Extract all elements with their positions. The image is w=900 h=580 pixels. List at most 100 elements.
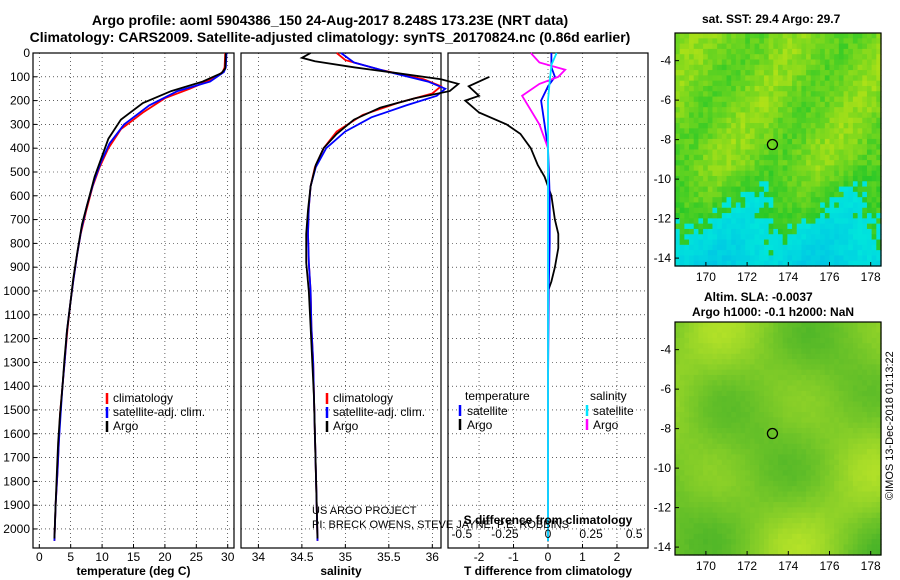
sst-map-cell bbox=[749, 234, 756, 241]
sla-map-cell bbox=[703, 322, 709, 328]
sla-map-cell bbox=[689, 406, 695, 413]
sla-map-cell bbox=[815, 374, 821, 381]
sst-map-cell bbox=[820, 101, 826, 108]
sla-map-cell bbox=[866, 528, 873, 535]
sla-map-cell bbox=[787, 322, 793, 328]
sla-map-cell bbox=[735, 433, 742, 440]
sla-map-cell bbox=[698, 549, 704, 556]
sla-map-cell bbox=[787, 491, 793, 498]
sla-map-cell bbox=[735, 470, 742, 477]
sla-map-cell bbox=[796, 412, 803, 418]
sla-map-cell bbox=[778, 470, 784, 477]
sla-map-cell bbox=[768, 449, 774, 455]
sst-map-cell bbox=[726, 160, 732, 166]
sla-map-cell bbox=[796, 517, 803, 524]
sst-map-cell bbox=[871, 197, 877, 204]
sst-map-cell bbox=[820, 223, 826, 230]
sst-map-cell bbox=[834, 96, 840, 103]
sst-map-cell bbox=[773, 250, 779, 257]
sst-map-cell bbox=[717, 160, 723, 166]
sst-map-cell bbox=[857, 70, 863, 76]
sla-map-cell bbox=[838, 396, 845, 403]
sla-map-cell bbox=[815, 337, 821, 344]
sst-map-cell bbox=[801, 48, 807, 55]
sst-map-cell bbox=[735, 181, 742, 188]
sla-map-y-tick-label: -10 bbox=[654, 461, 672, 475]
sla-map-cell bbox=[689, 369, 695, 376]
sla-map-cell bbox=[801, 507, 807, 514]
sla-map-cell bbox=[740, 533, 746, 540]
sst-map-cell bbox=[693, 250, 700, 257]
sla-map-cell bbox=[787, 507, 793, 514]
sla-map-cell bbox=[754, 385, 760, 392]
sla-map-cell bbox=[721, 523, 728, 530]
sst-map-cell bbox=[731, 165, 737, 172]
sla-map-cell bbox=[801, 369, 807, 376]
sst-map-x-tick-label: 170 bbox=[696, 270, 716, 284]
sla-map-cell bbox=[796, 459, 803, 466]
sst-map-cell bbox=[703, 128, 709, 135]
sla-map-cell bbox=[782, 390, 788, 397]
sla-map-cell bbox=[754, 343, 760, 350]
sla-map-cell bbox=[759, 396, 765, 403]
sla-map-cell bbox=[876, 327, 882, 334]
sst-map-cell bbox=[792, 255, 798, 262]
sla-map-cell bbox=[796, 507, 803, 514]
sla-map-cell bbox=[852, 380, 859, 387]
sla-map-cell bbox=[698, 412, 704, 418]
sla-map-cell bbox=[698, 322, 704, 328]
sla-map-cell bbox=[787, 528, 793, 535]
sla-map-cell bbox=[759, 422, 765, 429]
sla-map-cell bbox=[693, 380, 700, 387]
sla-map-cell bbox=[712, 427, 718, 434]
sst-map-cell bbox=[815, 186, 821, 193]
sla-map-cell bbox=[871, 512, 877, 519]
sst-map-cell bbox=[754, 207, 760, 214]
sst-map-cell bbox=[778, 255, 784, 262]
sst-map-cell bbox=[838, 223, 845, 230]
sst-map-cell bbox=[698, 250, 704, 257]
sla-map-cell bbox=[843, 322, 849, 328]
sla-map-cell bbox=[721, 332, 728, 339]
sla-map-cell bbox=[675, 539, 681, 546]
sst-map-cell bbox=[707, 149, 714, 156]
sst-map-cell bbox=[843, 213, 849, 219]
sla-map-cell bbox=[834, 486, 840, 493]
sla-map-cell bbox=[792, 443, 798, 450]
sla-map-cell bbox=[689, 359, 695, 365]
sla-map-cell bbox=[871, 359, 877, 365]
sla-map-cell bbox=[768, 380, 774, 387]
sst-map-cell bbox=[693, 154, 700, 161]
sla-map-cell bbox=[792, 459, 798, 466]
sla-map-cell bbox=[768, 470, 774, 477]
sst-map-cell bbox=[866, 244, 873, 251]
sst-map-cell bbox=[721, 80, 728, 87]
sst-map-cell bbox=[698, 234, 704, 241]
sst-map-cell bbox=[796, 213, 803, 219]
sst-map-cell bbox=[834, 138, 840, 145]
sst-map-cell bbox=[707, 138, 714, 145]
sla-map-cell bbox=[717, 491, 723, 498]
sst-map-cell bbox=[707, 228, 714, 235]
sla-map-cell bbox=[679, 380, 685, 387]
sst-map-cell bbox=[829, 191, 835, 198]
sla-map-cell bbox=[717, 486, 723, 493]
sla-map-cell bbox=[810, 539, 817, 546]
sla-map-cell bbox=[763, 359, 770, 365]
sst-map-cell bbox=[787, 101, 793, 108]
sst-map-cell bbox=[749, 112, 756, 119]
sst-map-cell bbox=[735, 170, 742, 177]
sla-map-cell bbox=[848, 464, 854, 471]
sst-map-cell bbox=[679, 107, 685, 114]
sla-map-cell bbox=[834, 332, 840, 339]
sst-map-cell bbox=[778, 117, 784, 124]
sst-map-cell bbox=[810, 244, 817, 251]
sla-map-cell bbox=[778, 464, 784, 471]
sst-map-cell bbox=[801, 260, 807, 267]
sst-map-cell bbox=[717, 64, 723, 71]
sst-map-cell bbox=[848, 250, 854, 257]
sst-map-cell bbox=[717, 33, 723, 39]
sla-map-cell bbox=[862, 438, 868, 445]
sla-map-cell bbox=[778, 374, 784, 381]
x-tick-label: 2 bbox=[614, 550, 621, 564]
